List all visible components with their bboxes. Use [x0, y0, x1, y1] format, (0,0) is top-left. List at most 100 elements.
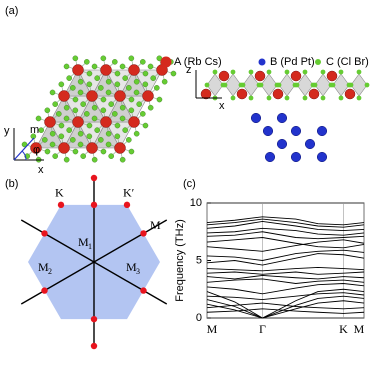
axis-label: z [186, 64, 192, 76]
atom-c [105, 89, 112, 96]
angle-arc [21, 150, 27, 161]
atom-c [294, 82, 300, 88]
band-line [206, 295, 365, 319]
crystal-top-view: y mφx [4, 55, 177, 176]
atom-c [128, 55, 135, 62]
atom-a [30, 142, 42, 154]
atom-a [58, 142, 70, 154]
atom-c [312, 82, 318, 88]
band-line [206, 308, 365, 314]
atom-c [77, 141, 84, 148]
m-point [41, 230, 48, 237]
mirror-subscript: 3 [136, 267, 140, 276]
atom-b [290, 151, 302, 163]
atom-c [133, 130, 140, 137]
atom-b [276, 138, 288, 150]
atom-c [77, 89, 84, 96]
atom-b [276, 112, 288, 124]
band-line [206, 237, 365, 249]
atom-c [100, 55, 107, 62]
atom-c [142, 122, 149, 129]
atom-c [44, 148, 51, 155]
axis-label: x [38, 164, 44, 176]
atom-c [147, 63, 154, 70]
atom-c [91, 115, 98, 122]
mirror-label: M [78, 235, 89, 249]
m-point [90, 342, 98, 350]
atom-c [348, 82, 354, 88]
atom-c [21, 141, 28, 148]
crystal-side-view: zx [186, 64, 370, 163]
axis-label: φ [33, 144, 40, 156]
point-label: K [55, 186, 64, 200]
m-point [140, 287, 147, 294]
band-line [206, 278, 365, 284]
atom-c [70, 85, 76, 91]
atom-c [98, 85, 104, 91]
atom-a [86, 90, 98, 102]
atom-a [44, 116, 56, 128]
atom-c [98, 137, 104, 143]
atom-c [63, 156, 70, 163]
atom-c [266, 95, 272, 101]
band-line [206, 231, 365, 240]
legend-label: B (Pd Pt) [270, 56, 315, 68]
atom-c [126, 137, 132, 143]
atom-a [72, 64, 84, 76]
atom-c [204, 82, 210, 88]
mirror-label: M [126, 260, 137, 274]
atom-c [133, 89, 140, 96]
legend-swatch [160, 56, 172, 68]
atom-a [326, 70, 338, 82]
atom-c [63, 63, 70, 70]
atom-c [114, 133, 121, 140]
atom-c [119, 104, 126, 111]
band-line [206, 292, 365, 301]
atom-a [344, 88, 356, 100]
band-line [206, 253, 365, 266]
atom-c [49, 89, 56, 96]
atom-c [112, 111, 118, 117]
atom-a [254, 70, 266, 82]
atom-c [72, 96, 79, 103]
atom-c [56, 111, 62, 117]
atom-c [140, 59, 146, 65]
band-line [206, 239, 365, 252]
atom-c [100, 148, 107, 155]
band-line [206, 220, 365, 232]
atom-c [122, 75, 128, 81]
atom-c [77, 78, 84, 85]
atom-c [66, 127, 72, 133]
atom-c [52, 153, 58, 159]
panel-label: (c) [183, 178, 196, 190]
atom-a [308, 88, 320, 100]
atom-c [86, 122, 93, 129]
band-line [206, 266, 365, 272]
atom-c [356, 69, 362, 75]
atom-c [44, 107, 51, 114]
atom-c [356, 95, 362, 101]
mirror-label: M [38, 260, 49, 274]
atom-a [290, 70, 302, 82]
atom-b [316, 151, 328, 163]
atom-c [248, 69, 254, 75]
atom-c [72, 148, 79, 155]
atom-a [218, 70, 230, 82]
atom-a [86, 142, 98, 154]
y-tick-label: 10 [190, 197, 202, 209]
atom-c [222, 82, 228, 88]
band-line [206, 274, 365, 280]
atom-c [133, 78, 140, 85]
atom-c [72, 55, 79, 62]
k-point [123, 201, 131, 209]
band-line [206, 283, 365, 295]
atom-c [80, 153, 86, 159]
atom-c [58, 122, 65, 129]
atom-c [140, 111, 146, 117]
x-tick-label: M [354, 322, 365, 336]
atom-c [63, 115, 70, 122]
atom-c [86, 70, 93, 77]
atom-c [58, 81, 65, 88]
atom-b [264, 151, 276, 163]
